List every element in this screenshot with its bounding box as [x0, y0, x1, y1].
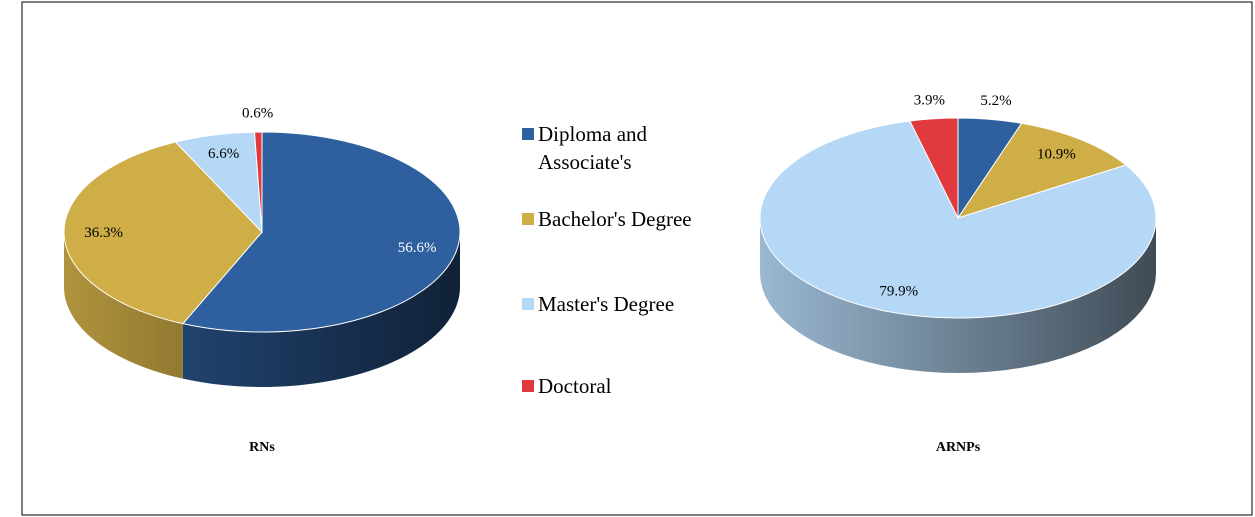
- legend-item: Diploma and Associate's: [522, 120, 738, 176]
- data-label: 3.9%: [914, 92, 945, 108]
- legend-label: Diploma and Associate's: [538, 122, 648, 174]
- chart-title: RNs: [249, 440, 275, 455]
- legend-item: Master's Degree: [522, 290, 738, 318]
- slice: [759, 120, 1157, 319]
- slice: [181, 131, 461, 333]
- slice: [909, 117, 959, 219]
- slice-side: [64, 232, 183, 379]
- data-label: 10.9%: [1037, 147, 1076, 163]
- data-label: 56.6%: [398, 240, 437, 256]
- slice: [63, 141, 263, 325]
- slice-side: [182, 232, 461, 387]
- legend-swatch: [522, 213, 534, 225]
- data-label: 36.3%: [84, 225, 123, 241]
- legend-label: Bachelor's Degree: [538, 207, 692, 231]
- slice: [956, 122, 1127, 219]
- data-label: 0.6%: [242, 105, 273, 121]
- legend-label: Doctoral: [538, 374, 612, 398]
- frame: [21, 1, 1253, 516]
- legend-item: Doctoral: [522, 372, 738, 400]
- data-label: 79.9%: [879, 284, 918, 300]
- legend-swatch: [522, 298, 534, 310]
- legend-label: Master's Degree: [538, 292, 675, 316]
- chart-title: ARNPs: [936, 440, 981, 455]
- legend-item: Bachelor's Degree: [522, 205, 738, 233]
- slice: [254, 131, 263, 233]
- data-label: 5.2%: [980, 93, 1011, 109]
- slice-side: [760, 218, 1156, 373]
- data-label: 6.6%: [208, 146, 239, 162]
- legend-swatch: [522, 380, 534, 392]
- legend-swatch: [522, 128, 534, 140]
